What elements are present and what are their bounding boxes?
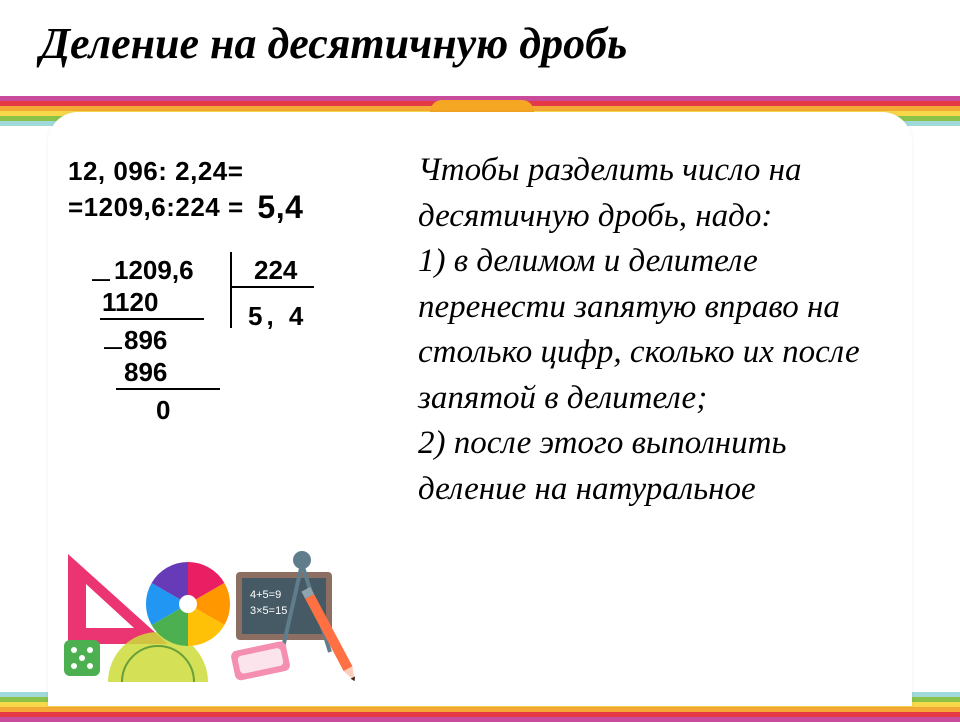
calc-line-2 bbox=[116, 388, 220, 390]
subtrahend-2: 896 bbox=[124, 356, 167, 390]
math-tools-illustration: 4+5=9 3×5=15 bbox=[58, 534, 358, 694]
eraser-icon bbox=[230, 640, 291, 681]
divisor: 224 bbox=[254, 254, 297, 288]
long-division: — 1209,6 224 5, 4 1120 — 896 896 0 bbox=[94, 254, 408, 474]
equation-result: 5,4 bbox=[257, 189, 303, 226]
remainder-1: 896 bbox=[124, 324, 167, 358]
division-horizontal-bar bbox=[232, 286, 314, 288]
dividend: 1209,6 bbox=[114, 254, 194, 288]
equation-prefix: =1209,6:224 = bbox=[68, 192, 244, 222]
color-wheel-icon bbox=[146, 562, 230, 646]
rule-step-1: 1) в делимом и делителе перенести запяту… bbox=[418, 239, 902, 421]
equation-line2: =1209,6:224 = 5,4 bbox=[68, 189, 408, 226]
subtrahend-1: 1120 bbox=[102, 286, 158, 320]
division-vertical-bar bbox=[230, 252, 232, 328]
final-remainder: 0 bbox=[156, 394, 170, 428]
example-column: 12, 096: 2,24= =1209,6:224 = 5,4 — 1209,… bbox=[68, 156, 408, 474]
svg-text:3×5=15: 3×5=15 bbox=[250, 605, 287, 617]
equation-line1: 12, 096: 2,24= bbox=[68, 156, 408, 187]
quotient: 5, 4 bbox=[248, 300, 307, 334]
svg-text:4+5=9: 4+5=9 bbox=[250, 589, 281, 601]
page-title: Деление на десятичную дробь bbox=[40, 18, 920, 69]
rule-step-2: 2) после этого выполнить деление на нату… bbox=[418, 421, 902, 512]
minus-sign: — bbox=[104, 336, 122, 359]
rule-intro: Чтобы разделить число на десятичную дроб… bbox=[418, 148, 902, 239]
rule-text: Чтобы разделить число на десятичную дроб… bbox=[418, 148, 902, 512]
calc-line-1 bbox=[100, 318, 204, 320]
